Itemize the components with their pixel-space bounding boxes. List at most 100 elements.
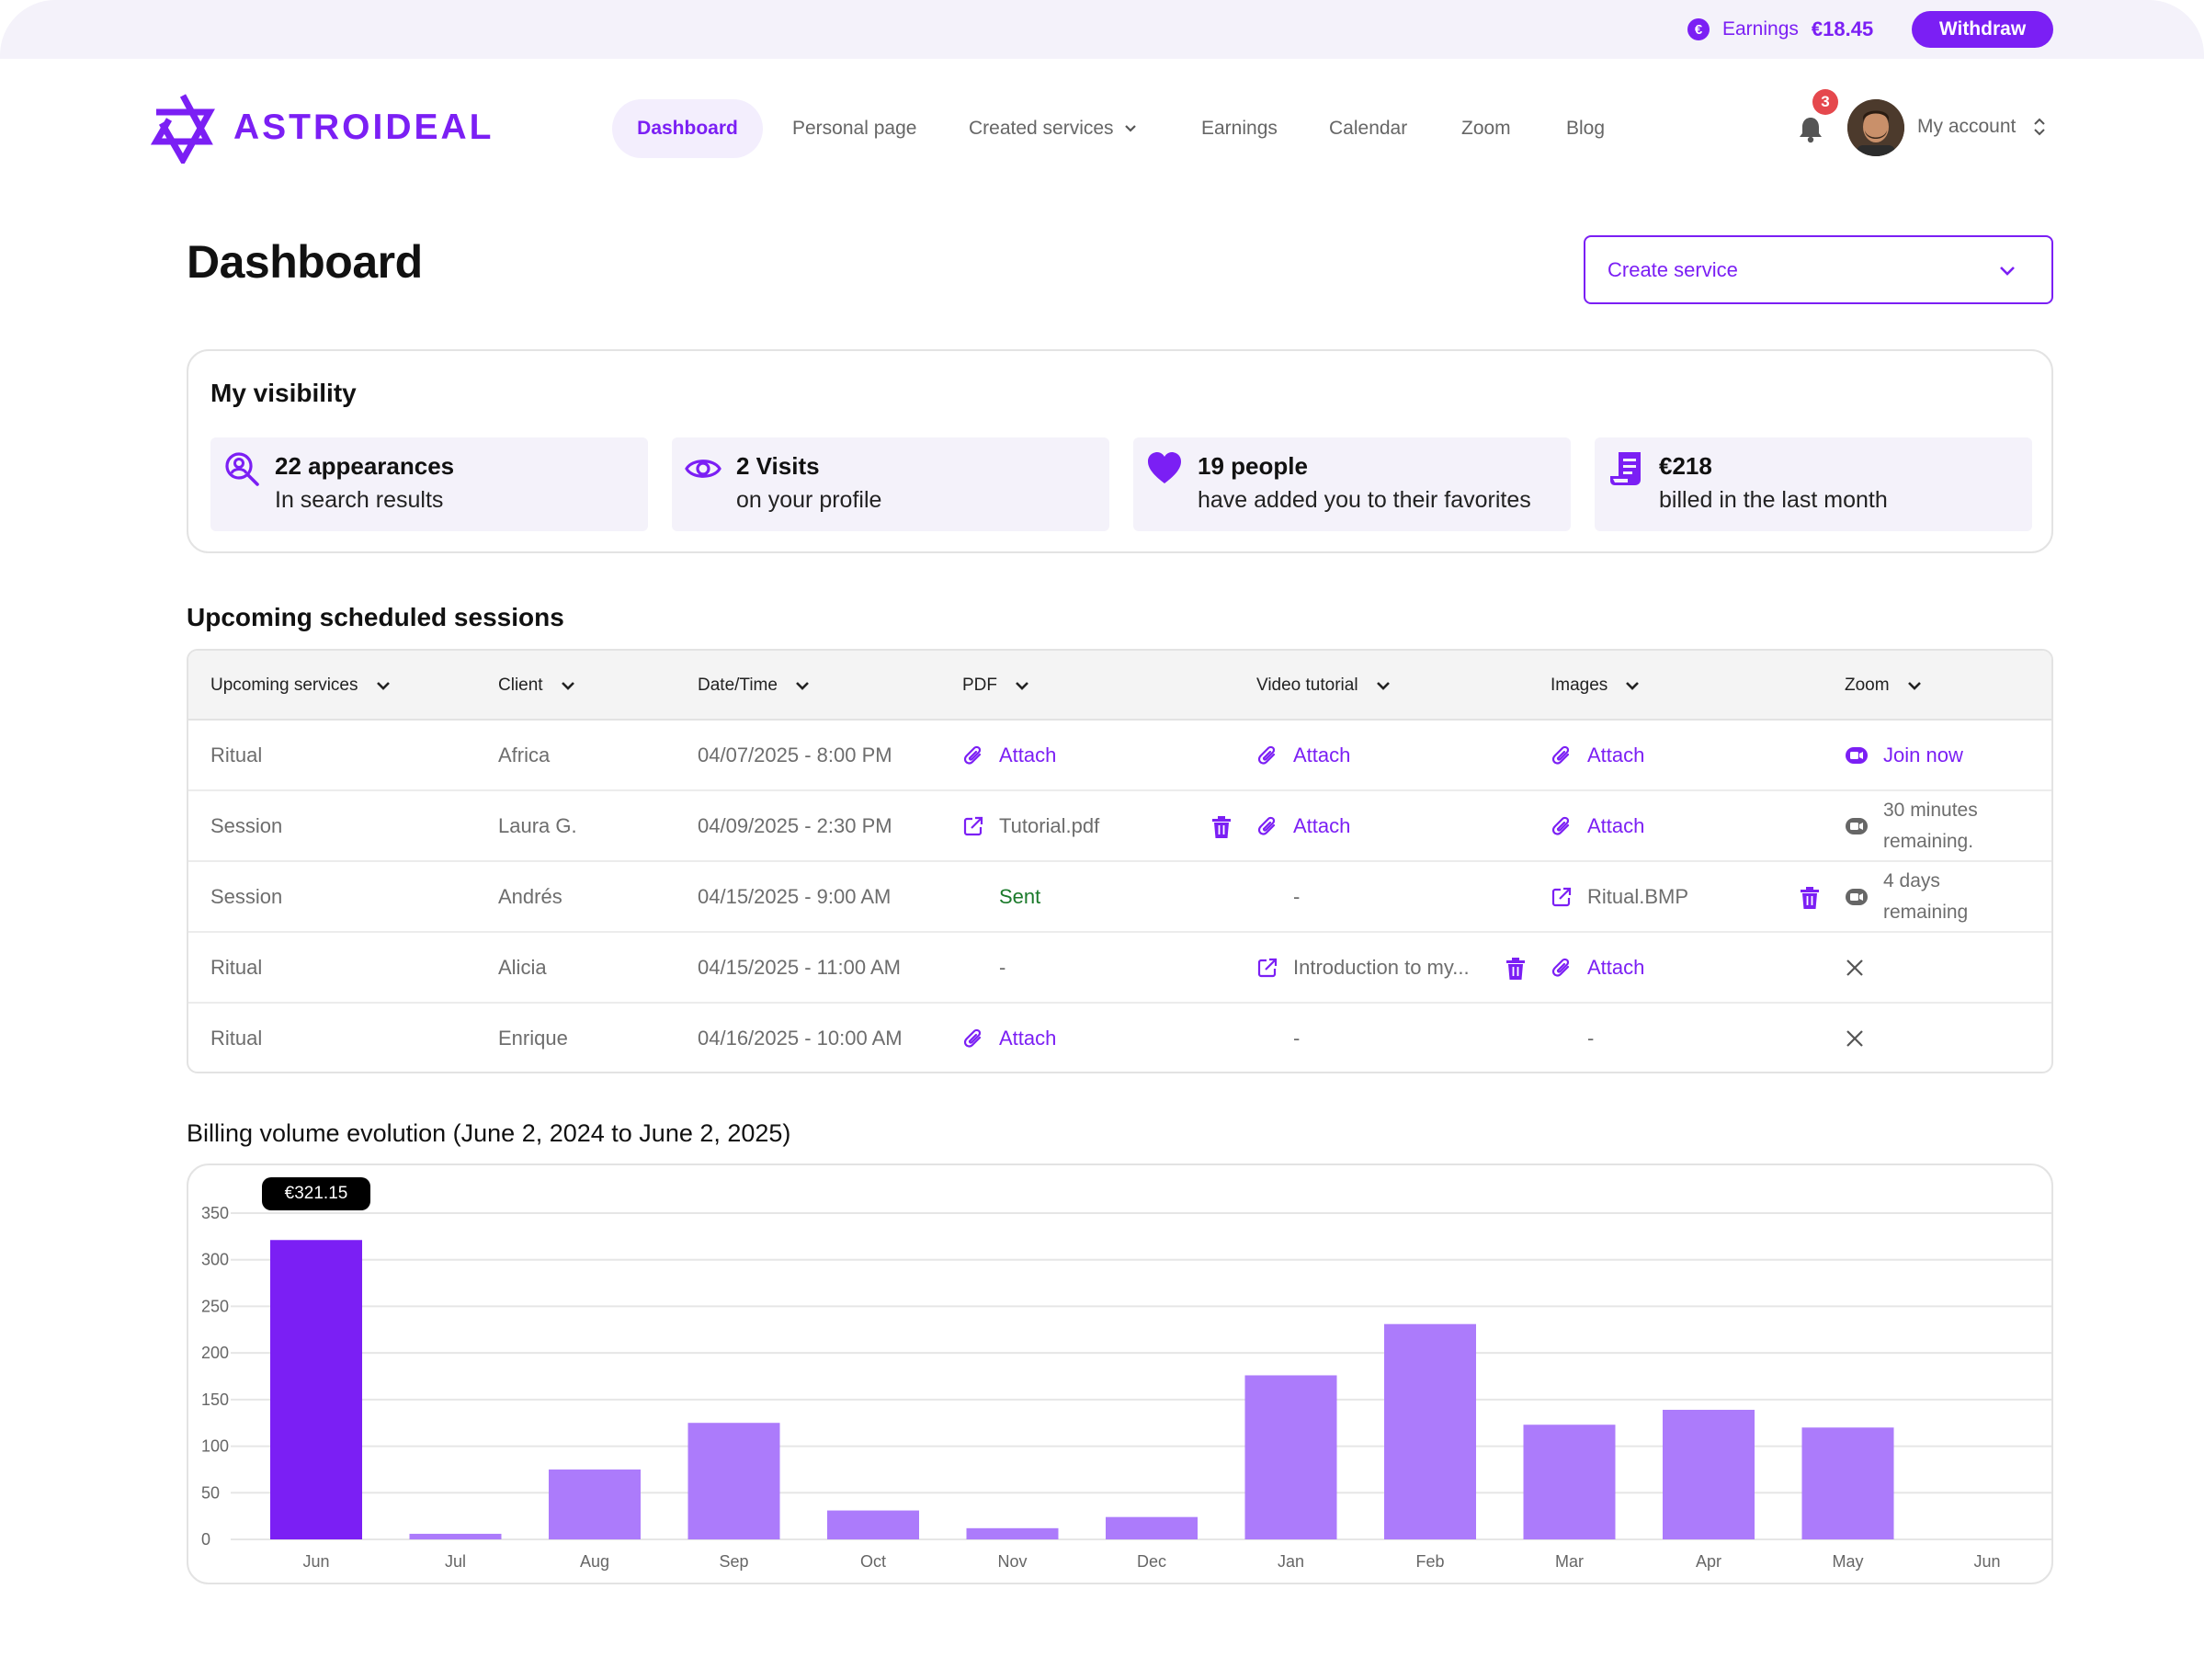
avatar[interactable]	[1847, 99, 1904, 156]
chart-bar[interactable]	[827, 1510, 919, 1539]
chart-bar[interactable]	[1663, 1410, 1755, 1539]
appearances-count: 22 appearances	[275, 452, 455, 480]
nav-dashboard[interactable]: Dashboard	[612, 99, 763, 158]
visibility-tile-visits: 2 Visits on your profile	[672, 437, 1109, 531]
cell-datetime: 04/09/2025 - 2:30 PM	[698, 813, 892, 837]
nav-calendar[interactable]: Calendar	[1329, 99, 1407, 158]
external-link-icon	[963, 816, 983, 835]
brand-name: ASTROIDEAL	[233, 108, 494, 147]
brand-logo[interactable]: ASTROIDEAL	[149, 92, 494, 164]
cell-datetime: 04/15/2025 - 9:00 AM	[698, 884, 892, 908]
col-zoom[interactable]: Zoom	[1845, 651, 1923, 721]
table-header: Upcoming services Client Date/Time PDF V…	[188, 651, 2051, 721]
close-icon	[1846, 1029, 1863, 1047]
col-label: Date/Time	[698, 675, 778, 695]
chart-bar[interactable]	[966, 1527, 1059, 1539]
chart-bar[interactable]	[1244, 1375, 1337, 1539]
invoice-icon	[1610, 452, 1641, 485]
y-tick-label: 300	[201, 1251, 229, 1269]
chart-bar[interactable]	[1106, 1516, 1198, 1539]
pdf-attach-link[interactable]: Attach	[962, 1004, 1056, 1072]
account-menu[interactable]: My account	[1917, 116, 2047, 138]
nav-blog[interactable]: Blog	[1566, 99, 1605, 158]
x-tick-label: Jul	[445, 1552, 466, 1571]
video-attach-link[interactable]: Attach	[1256, 721, 1350, 789]
withdraw-button[interactable]: Withdraw	[1912, 11, 2053, 48]
nav-created-services[interactable]: Created services	[969, 99, 1138, 158]
col-upcoming-services[interactable]: Upcoming services	[210, 651, 392, 721]
favorites-count: 19 people	[1198, 452, 1308, 480]
video-empty: -	[1293, 1026, 1301, 1050]
remaining-text: 4 days remaining	[1883, 869, 1969, 923]
visits-caption: on your profile	[736, 487, 882, 513]
chevron-down-icon	[561, 682, 574, 690]
top-bar: € Earnings €18.45 Withdraw	[0, 0, 2204, 59]
col-label: Video tutorial	[1256, 675, 1358, 695]
col-label: PDF	[962, 675, 997, 695]
images-attach-link[interactable]: Attach	[1551, 791, 1644, 860]
chart-bar[interactable]	[1384, 1323, 1476, 1539]
pdf-empty: -	[999, 955, 1006, 979]
billing-chart: 0 50 100 150 200 250 300 350 Jun Jul Aug Sep Oct Nov D…	[187, 1164, 2053, 1584]
col-datetime[interactable]: Date/Time	[698, 651, 811, 721]
col-images[interactable]: Images	[1551, 651, 1641, 721]
trash-icon[interactable]	[1210, 815, 1233, 839]
cell-client: Enrique	[498, 1026, 568, 1050]
images-attach-link[interactable]: Attach	[1551, 721, 1644, 789]
pdf-file-link[interactable]: Tutorial.pdf	[962, 791, 1099, 860]
cell-service: Session	[210, 813, 283, 837]
chart-bar[interactable]	[1523, 1425, 1616, 1539]
paperclip-icon	[1551, 958, 1570, 977]
pdf-attach-link[interactable]: Attach	[962, 721, 1056, 789]
remaining-text: 30 minutes remaining.	[1883, 799, 1978, 852]
chart-tooltip: €321.15	[262, 1177, 370, 1211]
video-file-link[interactable]: Introduction to my...	[1256, 933, 1470, 1002]
page-title: Dashboard	[187, 236, 423, 288]
col-pdf[interactable]: PDF	[962, 651, 1030, 721]
trash-icon[interactable]	[1505, 957, 1527, 981]
cell-client: Laura G.	[498, 813, 577, 837]
x-tick-label: Dec	[1137, 1552, 1166, 1571]
paperclip-icon	[1257, 745, 1276, 765]
chart-bar[interactable]	[549, 1469, 641, 1539]
file-name: Tutorial.pdf	[999, 813, 1100, 837]
nav-zoom[interactable]: Zoom	[1461, 99, 1511, 158]
trash-icon[interactable]	[1799, 886, 1821, 910]
paperclip-icon	[963, 745, 982, 765]
col-video-tutorial[interactable]: Video tutorial	[1256, 651, 1392, 721]
y-tick-label: 100	[201, 1437, 229, 1456]
video-attach-link[interactable]: Attach	[1256, 791, 1350, 860]
table-row: Ritual Enrique 04/16/2025 - 10:00 AM Att…	[188, 1004, 2051, 1072]
sessions-title: Upcoming scheduled sessions	[187, 603, 564, 631]
cell-service: Ritual	[210, 955, 263, 979]
cell-service: Ritual	[210, 743, 263, 766]
nav-zoom-label: Zoom	[1461, 118, 1511, 139]
cell-client: Africa	[498, 743, 551, 766]
attach-label: Attach	[1293, 813, 1351, 837]
paperclip-icon	[1551, 745, 1570, 765]
table-row: Ritual Alicia 04/15/2025 - 11:00 AM - In…	[188, 933, 2051, 1004]
chart-bar[interactable]	[1801, 1427, 1894, 1539]
chevron-down-icon	[2000, 267, 2015, 276]
create-service-select[interactable]: Create service	[1584, 235, 2053, 304]
nav-earnings[interactable]: Earnings	[1201, 99, 1278, 158]
images-file-link[interactable]: Ritual.BMP	[1551, 862, 1688, 931]
col-client[interactable]: Client	[498, 651, 576, 721]
chart-bar[interactable]	[409, 1533, 502, 1539]
nav-personal-page[interactable]: Personal page	[792, 99, 916, 158]
chart-bar[interactable]	[687, 1423, 780, 1539]
close-icon	[1846, 959, 1863, 976]
join-now-link[interactable]: Join now	[1845, 721, 1963, 789]
visibility-title: My visibility	[210, 379, 357, 407]
images-attach-link[interactable]: Attach	[1551, 933, 1644, 1002]
paperclip-icon	[963, 1028, 982, 1048]
zoom-video-icon	[1846, 888, 1868, 905]
chart-bar[interactable]	[270, 1240, 362, 1539]
zoom-video-icon	[1846, 746, 1868, 764]
attach-label: Attach	[999, 743, 1057, 766]
paperclip-icon	[1551, 816, 1570, 835]
billing-title: Billing volume evolution (June 2, 2024 t…	[187, 1119, 791, 1147]
bell-icon[interactable]	[1798, 116, 1823, 143]
file-name: Ritual.BMP	[1587, 884, 1689, 908]
col-label: Upcoming services	[210, 675, 358, 695]
